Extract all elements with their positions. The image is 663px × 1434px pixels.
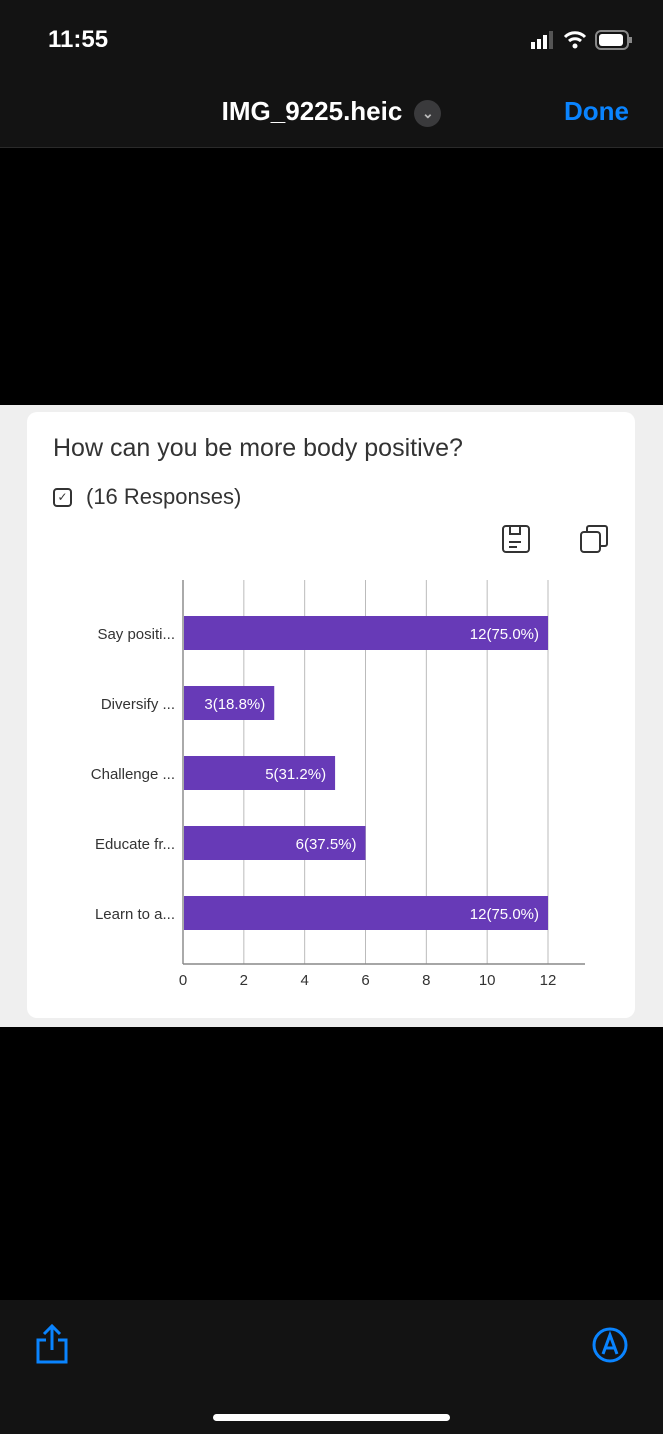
bar — [184, 756, 336, 790]
x-tick-label: 2 — [240, 972, 248, 989]
wifi-icon — [563, 31, 587, 49]
bar — [184, 686, 275, 720]
checkbox-icon: ✓ — [53, 487, 72, 507]
category-label: Learn to a... — [95, 906, 175, 923]
status-time: 11:55 — [48, 26, 109, 53]
file-title[interactable]: IMG_9225.heic ⌄ — [0, 96, 663, 127]
done-button[interactable]: Done — [564, 96, 629, 126]
question-title: How can you be more body positive? — [53, 434, 463, 462]
x-tick-label: 0 — [179, 972, 187, 989]
category-label: Challenge ... — [91, 766, 175, 783]
bar-chart: 0 2 4 6 8 10 12 Say positi... 12(75.0%) Diversify… — [91, 580, 585, 989]
response-label: (16 Responses) — [86, 484, 242, 509]
battery-icon — [595, 30, 632, 50]
category-label: Say positi... — [97, 626, 175, 643]
status-icons — [531, 30, 633, 50]
bar-value-label: 12(75.0%) — [470, 906, 539, 923]
response-count: ✓ (16 Responses) — [53, 484, 241, 510]
x-tick-label: 8 — [422, 972, 430, 989]
bar-value-label: 6(37.5%) — [296, 836, 357, 853]
markup-icon[interactable] — [591, 1326, 629, 1364]
x-tick-label: 10 — [479, 972, 496, 989]
x-tick-label: 6 — [361, 972, 369, 989]
category-label: Diversify ... — [101, 696, 175, 713]
file-name: IMG_9225.heic — [221, 96, 403, 126]
bar-value-label: 12(75.0%) — [470, 626, 539, 643]
bottom-toolbar — [0, 1300, 663, 1434]
copy-icon[interactable] — [579, 524, 609, 554]
save-icon[interactable] — [501, 524, 531, 554]
home-indicator[interactable] — [213, 1414, 450, 1421]
bar-value-label: 3(18.8%) — [204, 696, 265, 713]
signal-icon — [531, 31, 553, 49]
chevron-down-icon[interactable]: ⌄ — [414, 99, 442, 127]
category-label: Educate fr... — [95, 836, 175, 853]
bar-value-label: 5(31.2%) — [265, 766, 326, 783]
share-icon[interactable] — [34, 1324, 70, 1366]
x-tick-label: 12 — [540, 972, 557, 989]
bar — [184, 826, 366, 860]
bar — [184, 616, 548, 650]
survey-card: How can you be more body positive? ✓ (16 … — [27, 412, 635, 1018]
x-tick-label: 4 — [300, 972, 308, 989]
bar — [184, 896, 548, 930]
top-bar: 11:55 IMG_9225.heic ⌄ Done — [0, 0, 663, 148]
